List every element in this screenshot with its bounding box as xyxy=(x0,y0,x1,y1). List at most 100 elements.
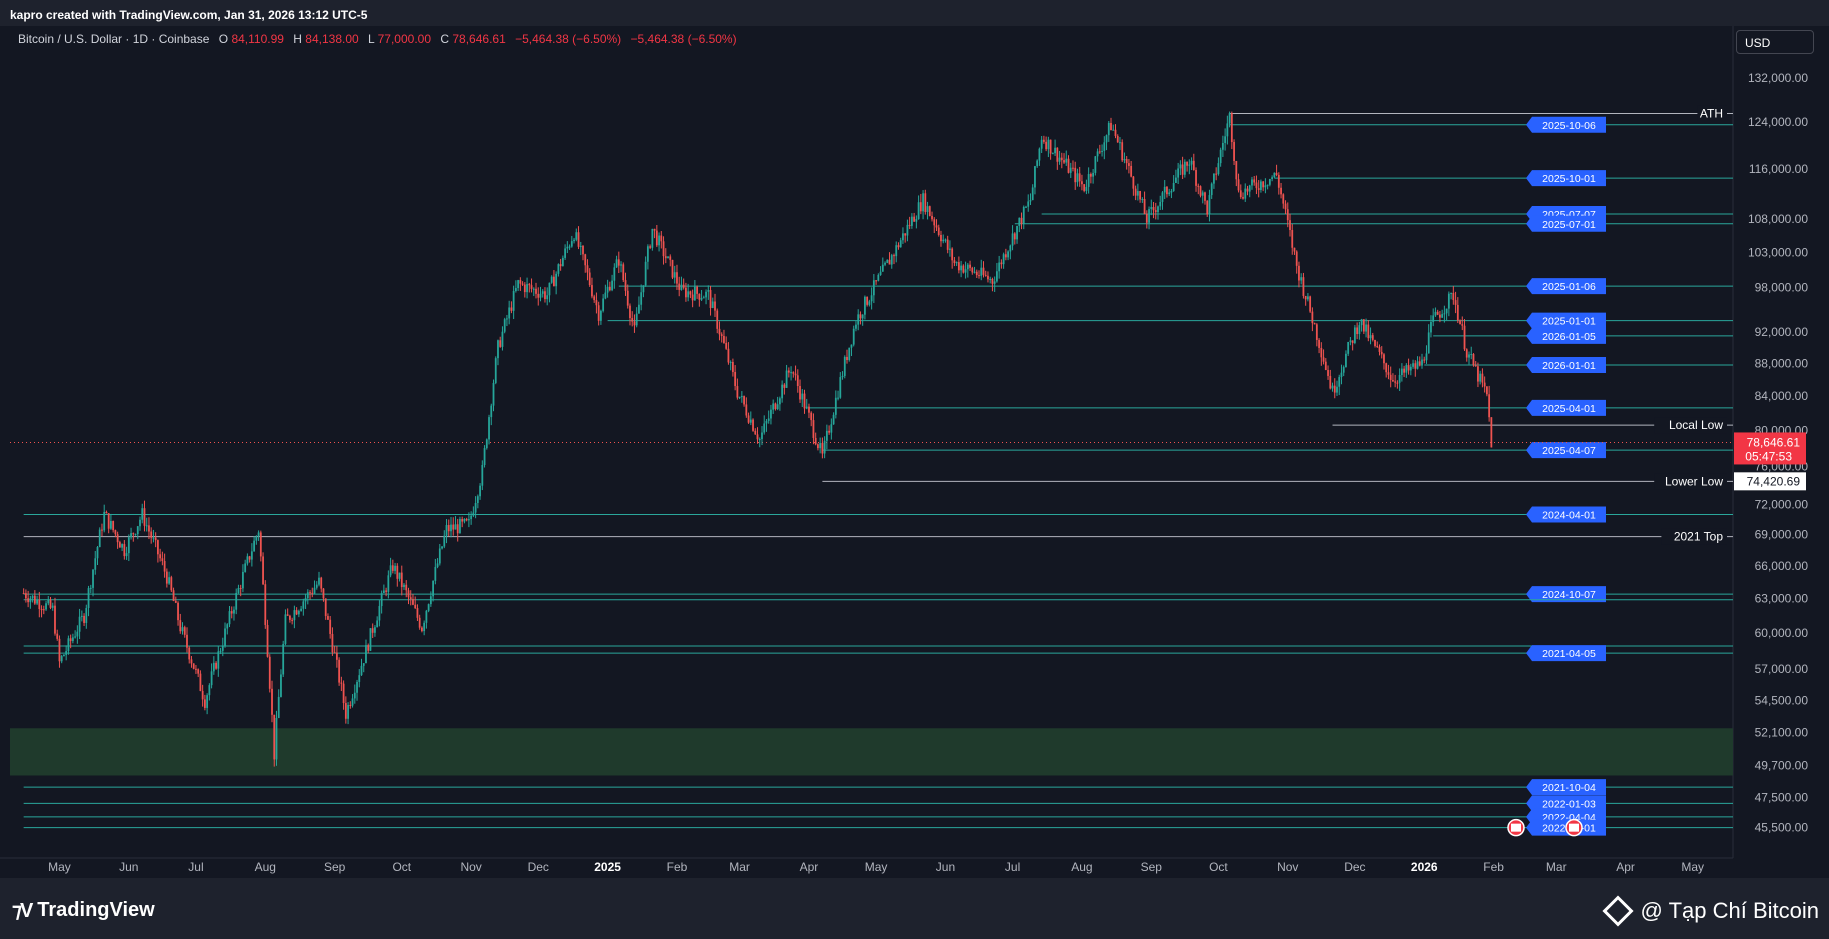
candle-body xyxy=(758,439,761,441)
candle-body xyxy=(1369,335,1372,339)
candle-body xyxy=(642,285,645,293)
candle-body xyxy=(215,662,217,669)
level-date-tag[interactable] xyxy=(1526,795,1606,812)
level-date-tag[interactable] xyxy=(1526,356,1606,373)
candle-body xyxy=(1253,179,1256,183)
level-date-tag[interactable] xyxy=(1526,170,1606,187)
candle-body xyxy=(1242,197,1244,199)
candle-body xyxy=(447,525,450,532)
candle-body xyxy=(591,285,593,297)
candle-body xyxy=(1152,207,1155,211)
candle-body xyxy=(1459,320,1461,325)
candle-body xyxy=(443,535,446,547)
candle-body xyxy=(78,616,81,632)
candle-body xyxy=(1412,363,1414,367)
candle-body xyxy=(22,593,25,595)
candle-body xyxy=(114,530,117,535)
candle-body xyxy=(335,652,338,660)
candle-body xyxy=(1204,192,1206,201)
level-date-tag[interactable] xyxy=(1526,506,1606,523)
candle-body xyxy=(1439,314,1441,318)
candle-body xyxy=(391,565,394,571)
candle-body xyxy=(566,246,569,249)
price-chart[interactable]: ATH2025-10-062025-10-012025-07-072025-07… xyxy=(0,26,1829,878)
candle-body xyxy=(1076,173,1079,183)
candle-body xyxy=(1280,187,1282,195)
candle-body xyxy=(224,628,226,646)
candle-body xyxy=(1432,315,1435,322)
candle-body xyxy=(309,592,311,594)
candle-body xyxy=(85,608,88,623)
candle-body xyxy=(228,611,231,625)
candle-body xyxy=(1022,206,1025,224)
level-date-tag[interactable] xyxy=(1526,215,1606,232)
level-date-tag[interactable] xyxy=(1526,779,1606,796)
candle-body xyxy=(1174,177,1177,183)
candle-body xyxy=(74,636,77,638)
candle-body xyxy=(1374,339,1376,346)
candle-body xyxy=(1038,148,1041,161)
candle-body xyxy=(1051,153,1054,155)
candle-body xyxy=(1385,363,1388,373)
candle-body xyxy=(163,561,166,572)
candle-body xyxy=(615,259,618,268)
candle-body xyxy=(1105,135,1108,143)
level-date-tag[interactable] xyxy=(1526,312,1606,329)
candle-body xyxy=(785,370,788,388)
level-date-tag[interactable] xyxy=(1526,586,1606,603)
candle-body xyxy=(51,605,54,608)
candle-body xyxy=(1125,159,1128,164)
x-tick-label: May xyxy=(865,860,888,874)
level-date-text: 2022-01-03 xyxy=(1542,798,1596,810)
level-date-tag[interactable] xyxy=(1526,399,1606,416)
legend-high: 84,138.00 xyxy=(305,32,359,46)
candle-body xyxy=(1398,375,1401,383)
candle-body xyxy=(1244,188,1247,199)
demand-zone xyxy=(10,728,1733,776)
tradingview-logo[interactable]: ⁊V TradingView xyxy=(12,898,155,923)
candle-body xyxy=(738,396,741,398)
y-tick-label: 98,000.00 xyxy=(1755,281,1809,295)
candle-body xyxy=(1045,141,1048,150)
level-date-tag[interactable] xyxy=(1526,442,1606,459)
candle-body xyxy=(953,260,956,264)
legend-low-label: L xyxy=(368,32,375,46)
candle-body xyxy=(501,331,504,347)
candle-body xyxy=(197,669,200,674)
candle-body xyxy=(926,206,929,212)
candle-body xyxy=(611,280,613,291)
candle-body xyxy=(550,276,553,283)
level-date-tag[interactable] xyxy=(1526,278,1606,295)
candle-body xyxy=(895,245,898,257)
level-date-tag[interactable] xyxy=(1526,116,1606,133)
level-label-bg xyxy=(1697,105,1727,122)
candle-body xyxy=(790,372,792,374)
candle-body xyxy=(1383,354,1385,364)
candle-body xyxy=(1483,382,1486,387)
candle-body xyxy=(987,275,989,280)
candle-body xyxy=(497,340,499,359)
candle-body xyxy=(358,675,361,682)
currency-button[interactable]: USD xyxy=(1736,30,1814,54)
candle-body xyxy=(172,590,175,601)
candle-body xyxy=(1215,173,1218,175)
level-date-tag[interactable] xyxy=(1526,645,1606,662)
candle-body xyxy=(922,193,924,212)
candle-body xyxy=(1271,177,1274,179)
candle-body xyxy=(461,518,464,522)
candle-body xyxy=(523,284,526,293)
level-date-tag[interactable] xyxy=(1526,327,1606,344)
candle-body xyxy=(257,532,260,537)
candle-body xyxy=(400,572,403,588)
candle-body xyxy=(1237,179,1240,191)
candle-body xyxy=(1130,165,1133,177)
flag-stripes-icon xyxy=(1569,823,1579,832)
level-date-text: 2025-04-01 xyxy=(1542,403,1596,415)
candle-body xyxy=(839,377,842,398)
candle-body xyxy=(470,515,473,520)
candle-body xyxy=(1058,157,1061,162)
candle-body xyxy=(890,255,893,265)
candle-body xyxy=(727,348,730,363)
candle-body xyxy=(1221,142,1224,150)
candle-body xyxy=(756,434,759,440)
